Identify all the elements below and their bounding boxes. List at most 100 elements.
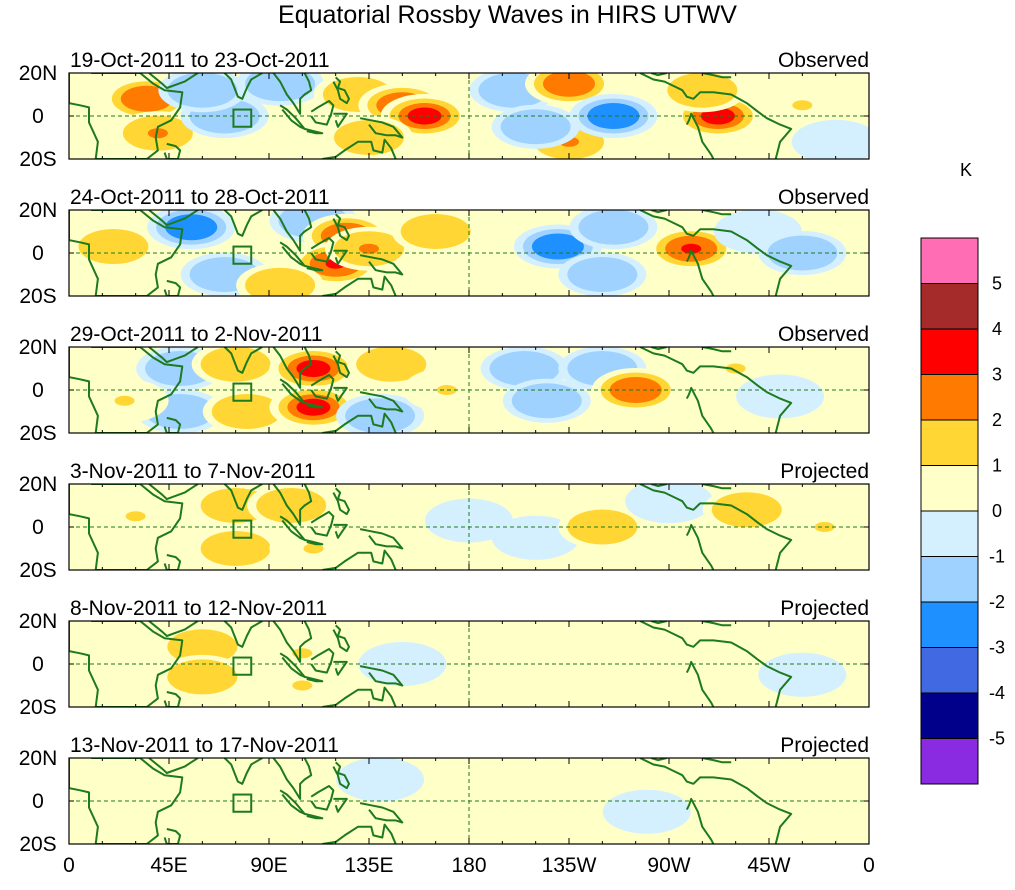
panel-field (69, 621, 869, 707)
anomaly-core (770, 785, 791, 796)
coastline-caribbean (702, 210, 732, 216)
y-tick-label: 20S (19, 285, 56, 308)
coastline-borneo (310, 100, 335, 126)
colorbar-swatch (920, 510, 979, 557)
colorbar-label: -3 (989, 638, 1005, 658)
colorbar-swatch (920, 283, 979, 330)
panel-field (69, 347, 869, 433)
coastline-philippines (332, 487, 350, 516)
coastline-caribbean (702, 347, 732, 353)
anomaly-core (814, 522, 835, 532)
y-tick-label: 20N (19, 62, 58, 85)
coastline-sulawesi (333, 660, 348, 676)
panel-type-label: Observed (778, 323, 869, 346)
anomaly-core (147, 128, 168, 139)
anomaly-core (414, 111, 435, 121)
x-tick-label: 0 (863, 854, 875, 877)
x-tick-label: 0 (63, 854, 75, 877)
panel-date-label: 24-Oct-2011 to 28-Oct-2011 (70, 186, 330, 209)
coastline-gulf (650, 621, 668, 625)
coastline-java (304, 538, 324, 546)
colorbar-label: -5 (989, 729, 1005, 749)
coastline-africa (69, 210, 184, 296)
region-box (232, 382, 253, 402)
coastline-sulawesi (333, 249, 348, 265)
coastline-philippines (332, 213, 350, 242)
coastline-newguinea (359, 528, 404, 550)
anomaly-core (636, 806, 657, 817)
panel-type-label: Observed (778, 49, 869, 72)
coastline-africa (69, 347, 184, 433)
coastline-java (304, 127, 324, 135)
coastline-java (304, 812, 324, 820)
anomaly-core (181, 222, 202, 233)
anomaly-core (192, 671, 213, 682)
coastline-newguinea (359, 802, 404, 824)
x-axis: 0 45E 90E 135E 180 135W 90W 45W 0 (63, 854, 875, 877)
colorbar-swatch (920, 328, 979, 375)
x-tick-label: 90E (250, 854, 287, 877)
coastline-americas (639, 210, 793, 296)
anomaly-core (692, 85, 713, 96)
panel-6: 20N 0 20S 13-Nov-2011 to 17-Nov-2011 Project… (19, 734, 870, 856)
panel-date-label: 13-Nov-2011 to 17-Nov-2011 (70, 734, 339, 757)
colorbar-swatch (920, 692, 979, 739)
panels-group: 20N 0 20S 19-Oct-2011 to 23-Oct-2011 Observe… (19, 49, 870, 856)
anomaly-core (547, 659, 568, 669)
colorbar-label: 3 (992, 365, 1002, 385)
coastline-borneo (310, 648, 335, 674)
coastline-india (223, 210, 263, 237)
coastline-africa (69, 621, 184, 707)
panel-4: 20N 0 20S 3-Nov-2011 to 7-Nov-2011 Projected (19, 460, 870, 582)
anomaly-core (192, 641, 213, 652)
anomaly-core (592, 363, 613, 374)
anomaly-core (792, 669, 813, 680)
anomaly-core (359, 132, 379, 143)
anomaly-core (359, 243, 379, 254)
coastline-southam_w (685, 797, 715, 844)
colorbar-label: -2 (989, 592, 1005, 612)
coastline-australia (322, 412, 397, 433)
coastline-gulf (650, 484, 668, 488)
region-box (232, 245, 253, 265)
coastline-americas (639, 484, 793, 570)
coastline-arabia (148, 73, 199, 89)
coastline-australia (322, 549, 397, 570)
coastline-americas (639, 73, 793, 159)
coastline-seasia (272, 758, 313, 800)
coastline-java (304, 675, 324, 683)
anomaly-core (603, 111, 624, 121)
coastline-seasia (272, 347, 313, 389)
coastline-gulf (650, 210, 668, 214)
panel-date-label: 19-Oct-2011 to 23-Oct-2011 (70, 49, 330, 72)
anomaly-core (770, 391, 791, 402)
coastline-java (304, 264, 324, 272)
y-tick-label: 20S (19, 148, 56, 171)
region-box (232, 108, 253, 128)
anomaly-core (659, 496, 679, 507)
colorbar-swatch (920, 601, 979, 648)
anomaly-core (436, 385, 457, 395)
y-tick-label: 20S (19, 833, 56, 856)
anomaly-core (725, 363, 746, 374)
x-tick-label: 135W (542, 854, 597, 877)
panel-type-label: Projected (780, 460, 869, 483)
coastline-arabia (148, 621, 199, 637)
x-tick-label: 45W (747, 854, 790, 877)
anomaly-core (503, 85, 524, 96)
coastline-seasia (272, 73, 313, 115)
coastline-africa (69, 758, 184, 844)
coastline-philippines (332, 761, 350, 790)
coastline-americas (639, 621, 793, 707)
y-tick-label: 20S (19, 696, 56, 719)
coastline-java (304, 401, 324, 409)
coastline-caribbean (702, 73, 732, 79)
coastline-newguinea (359, 665, 404, 687)
coastline-gulf (650, 758, 668, 762)
coastline-philippines (332, 76, 350, 105)
coastline-gulf (650, 73, 668, 77)
coastline-caribbean (702, 758, 732, 764)
coastline-india (223, 73, 263, 100)
colorbar-swatch (920, 738, 979, 785)
y-tick-label: 0 (32, 379, 44, 402)
